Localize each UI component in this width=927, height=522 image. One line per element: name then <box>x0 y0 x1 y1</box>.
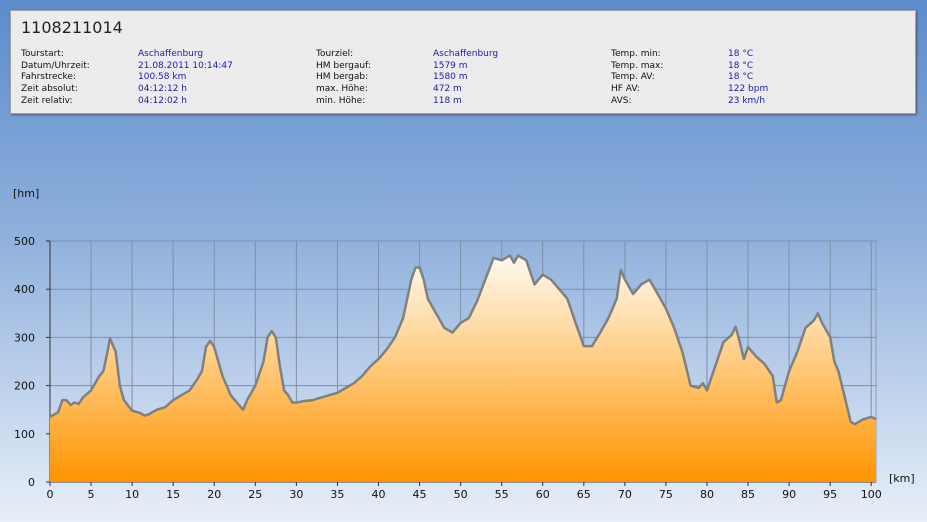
info-label: Tourstart: <box>21 49 64 59</box>
info-label: Zeit relativ: <box>21 95 73 106</box>
x-tick-label: 20 <box>207 488 221 501</box>
profile-line <box>49 254 877 426</box>
x-tick-label: 95 <box>823 488 837 501</box>
x-tick-label: 65 <box>577 488 591 501</box>
info-panel: 1108211014 Tourstart: Aschaffenburg Datum/… <box>10 10 916 114</box>
info-value: 23 km/h <box>728 95 766 106</box>
x-tick-label: 50 <box>454 488 468 501</box>
info-value: 04:12:02 h <box>138 95 187 106</box>
y-axis-label: [hm] <box>13 187 39 200</box>
info-value: 1579 m <box>433 60 468 71</box>
x-tick-label: 5 <box>88 488 95 501</box>
info-label: Fahrstrecke: <box>21 72 76 83</box>
info-label: HM bergauf: <box>316 60 371 71</box>
x-tick-label: 30 <box>289 488 303 501</box>
x-tick-label: 60 <box>536 488 550 501</box>
info-label: HM bergab: <box>316 72 369 83</box>
info-label: min. Höhe: <box>316 95 366 106</box>
info-label: Temp. AV: <box>611 72 655 83</box>
x-tick-label: 25 <box>248 488 262 501</box>
info-label: Temp. min: <box>611 49 661 59</box>
x-tick-label: 80 <box>700 488 714 501</box>
x-tick-label: 55 <box>495 488 509 501</box>
y-tick-label: 500 <box>14 235 35 248</box>
x-tick-label: 70 <box>618 488 632 501</box>
info-value: 18 °C <box>728 49 754 59</box>
x-tick-label: 35 <box>330 488 344 501</box>
info-value: 100.58 km <box>138 72 187 83</box>
info-value: 472 m <box>433 84 462 95</box>
info-value: Aschaffenburg <box>138 49 204 59</box>
info-label: Zeit absolut: <box>21 84 78 95</box>
x-tick-label: 0 <box>47 488 54 501</box>
x-tick-label: 15 <box>166 488 180 501</box>
y-tick-label: 0 <box>28 476 35 489</box>
y-tick-label: 200 <box>14 380 35 393</box>
info-value: 122 bpm <box>728 84 769 95</box>
info-label: Temp. max: <box>611 60 664 71</box>
info-label: max. Höhe: <box>316 84 368 95</box>
info-value: 18 °C <box>728 72 754 83</box>
x-tick-label: 85 <box>741 488 755 501</box>
info-value: 18 °C <box>728 60 754 71</box>
info-value: 04:12:12 h <box>138 84 187 95</box>
info-value: 21.08.2011 10:14:47 <box>138 60 233 71</box>
y-tick-label: 400 <box>14 283 35 296</box>
x-tick-label: 90 <box>782 488 796 501</box>
title: 1108211014 <box>21 18 123 37</box>
x-tick-label: 10 <box>125 488 139 501</box>
y-tick-label: 100 <box>14 428 35 441</box>
x-tick-label: 40 <box>371 488 385 501</box>
area <box>50 255 876 482</box>
x-axis-label: [km] <box>889 472 915 485</box>
info-value: Aschaffenburg <box>433 49 499 59</box>
info-label: Datum/Uhrzeit: <box>21 60 90 71</box>
x-tick-label: 100 <box>861 488 882 501</box>
info-label: AVS: <box>611 95 632 106</box>
info-value: 118 m <box>433 95 462 106</box>
y-tick-label: 300 <box>14 331 35 344</box>
info-value: 1580 m <box>433 72 468 83</box>
x-tick-label: 75 <box>659 488 673 501</box>
info-label: Tourziel: <box>316 49 354 59</box>
x-tick-label: 45 <box>413 488 427 501</box>
info-label: HF AV: <box>611 84 640 95</box>
